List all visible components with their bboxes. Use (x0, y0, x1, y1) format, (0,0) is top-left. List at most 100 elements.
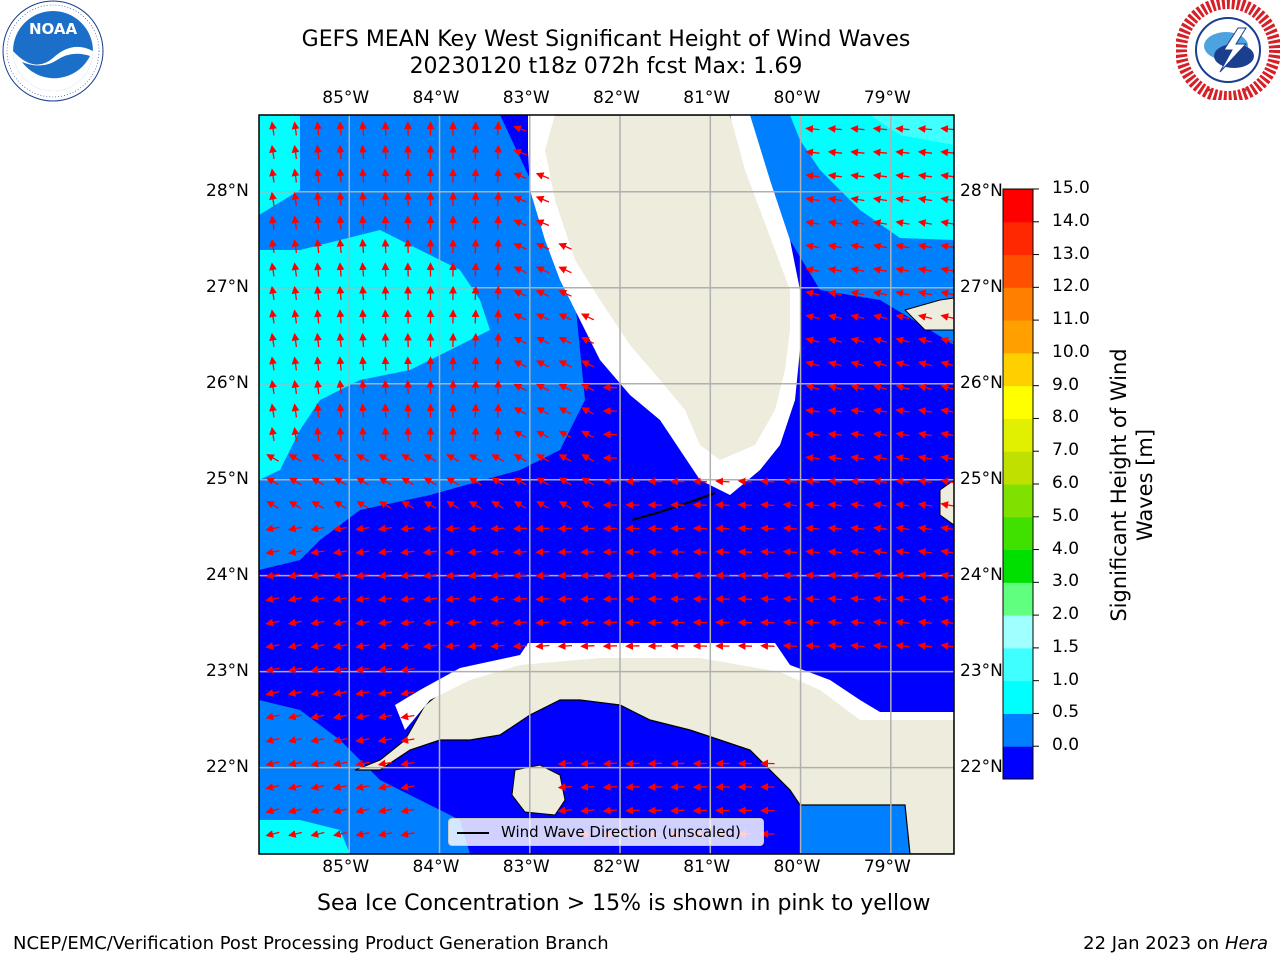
wind-wave-arrow (265, 830, 280, 838)
wind-wave-arrow (872, 501, 887, 509)
footer-host: Hera (1224, 933, 1268, 954)
wind-wave-arrow (535, 313, 550, 321)
wind-wave-arrow (872, 148, 888, 157)
wind-wave-arrow (471, 144, 480, 160)
wind-wave-arrow (827, 642, 843, 650)
wind-wave-arrow (332, 830, 347, 838)
wind-wave-arrow (490, 642, 505, 650)
wind-wave-arrow (872, 172, 887, 180)
wind-wave-arrow (581, 360, 595, 368)
wind-wave-arrow (850, 313, 865, 321)
wind-wave-arrow (471, 403, 480, 418)
wave-zone-0.5-1-southeast (800, 790, 920, 854)
wind-wave-arrow (872, 125, 888, 133)
wind-wave-arrow (850, 407, 865, 415)
wind-wave-arrow (377, 642, 393, 650)
wind-wave-arrow (873, 383, 887, 392)
wind-wave-arrow (715, 477, 730, 486)
wind-wave-arrow (291, 168, 300, 183)
wind-wave-arrow (872, 313, 887, 321)
colorbar-tick-label: 13.0 (1052, 243, 1090, 264)
wind-wave-arrow (872, 454, 887, 462)
wind-wave-arrow (400, 548, 415, 556)
wind-wave-arrow (291, 215, 300, 230)
wind-wave-arrow (494, 121, 502, 136)
wind-wave-arrow (314, 262, 322, 277)
colorbar-segment (1003, 385, 1033, 419)
wind-wave-arrow (805, 313, 820, 321)
wind-wave-arrow (314, 285, 322, 301)
wind-wave-arrow (265, 642, 280, 650)
wind-wave-arrow (336, 238, 345, 254)
wind-wave-arrow (760, 618, 775, 627)
wind-wave-arrow (805, 571, 820, 580)
wind-wave-arrow (827, 172, 842, 180)
colorbar-segment (1003, 221, 1033, 256)
wind-wave-arrow (940, 219, 955, 227)
wind-wave-arrow (850, 336, 865, 345)
wind-wave-arrow (359, 309, 367, 324)
wind-wave-arrow (850, 571, 865, 580)
wind-wave-arrow (355, 571, 370, 580)
wind-wave-arrow (535, 219, 550, 227)
wind-wave-arrow (310, 595, 325, 603)
wind-wave-arrow (381, 144, 390, 160)
wind-wave-arrow (332, 618, 348, 627)
wind-wave-arrow (377, 830, 393, 838)
lat-tick-label: 24°N (960, 564, 1003, 585)
wind-wave-arrow (269, 238, 277, 254)
wind-wave-arrow (805, 501, 820, 509)
wind-wave-arrow (310, 548, 325, 556)
wind-wave-arrow (291, 332, 300, 347)
wind-wave-arrow (471, 238, 480, 254)
wind-wave-arrow (558, 337, 572, 344)
wind-wave-arrow (850, 477, 865, 486)
wind-wave-arrow (332, 712, 348, 721)
wind-wave-arrow (291, 144, 300, 159)
wind-wave-arrow (850, 383, 865, 392)
wind-wave-arrow (471, 215, 480, 230)
wind-wave-arrow (377, 783, 393, 791)
wind-wave-arrow (895, 125, 910, 133)
wind-wave-arrow (513, 454, 527, 462)
wind-wave-arrow (401, 501, 414, 509)
wind-wave-arrow (917, 477, 933, 486)
wind-wave-arrow (381, 262, 390, 277)
wind-wave-arrow (359, 262, 367, 277)
wind-wave-arrow (381, 426, 390, 442)
wind-wave-arrow (378, 501, 392, 509)
wind-wave-arrow (760, 595, 775, 603)
lat-tick-label: 23°N (206, 660, 249, 681)
wind-wave-arrow (535, 595, 550, 603)
wind-wave-arrow (377, 595, 392, 603)
colorbar-segment (1003, 549, 1033, 583)
wind-wave-arrow (381, 191, 390, 207)
wind-wave-arrow (359, 426, 367, 442)
wind-wave-arrow (336, 262, 345, 277)
lat-tick-label: 26°N (960, 372, 1003, 393)
wind-wave-arrow (513, 313, 527, 321)
wind-wave-arrow (265, 571, 280, 580)
wind-wave-arrow (422, 548, 438, 556)
wind-wave-arrow (917, 172, 932, 180)
wind-wave-arrow (467, 548, 483, 556)
wind-wave-arrow (359, 403, 367, 418)
lat-tick-label: 27°N (206, 276, 249, 297)
wind-wave-arrow (872, 571, 888, 580)
wind-wave-arrow (471, 426, 480, 442)
wind-wave-arrow (940, 148, 955, 157)
wind-wave-arrow (558, 477, 572, 486)
wind-wave-arrow (895, 524, 910, 533)
wind-wave-arrow (535, 266, 550, 274)
wind-wave-arrow (446, 454, 460, 462)
noaa-logo-icon: NOAA (2, 0, 104, 102)
wind-wave-arrow (311, 454, 325, 462)
wind-wave-arrow (467, 618, 483, 627)
lon-tick-label: 85°W (322, 857, 370, 877)
wind-wave-arrow (558, 407, 572, 415)
wind-wave-arrow (265, 712, 280, 721)
wind-wave-arrow (805, 454, 820, 462)
wind-wave-arrow (266, 477, 279, 486)
lon-tick-label: 81°W (683, 88, 731, 108)
wind-wave-arrow (467, 571, 483, 580)
